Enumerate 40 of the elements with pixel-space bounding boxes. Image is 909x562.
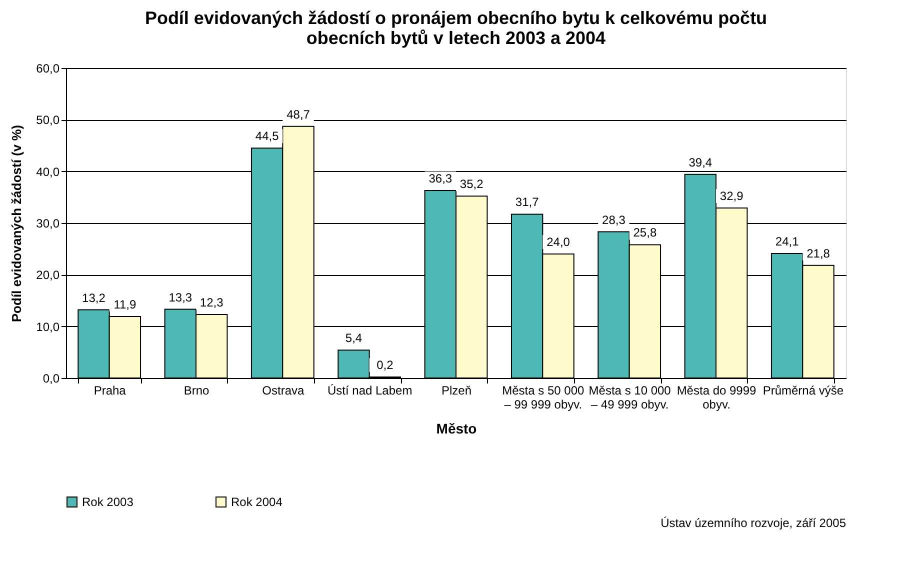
legend-label: Rok 2003 [82, 495, 134, 509]
data-label: 31,7 [515, 195, 540, 210]
y-tick-label: 60,0 [36, 62, 60, 76]
data-label: 48,7 [286, 107, 310, 122]
data-label: 24,0 [546, 235, 570, 249]
x-tick-label: Praha [94, 384, 126, 398]
chart-title: Podíl evidovaných žádostí o pronájem obecního bytu k celkovému počtu obecních bytů v letech 2003 a 2004 [144, 8, 768, 48]
x-tick-label: Průměrná výše [762, 384, 844, 398]
data-label: 13,2 [82, 290, 106, 305]
x-tick-label: Města do 9999 obyv. [676, 384, 757, 412]
x-axis-title: Město [436, 420, 477, 436]
x-tick-label: Ostrava [262, 384, 304, 398]
data-label: 25,8 [633, 226, 657, 240]
data-label: 21,8 [806, 246, 830, 260]
x-tick-label: Plzeň [441, 384, 472, 398]
x-tick-label: Brno [184, 384, 210, 398]
x-tick-label: Města s 50 000 – 99 999 obyv. [502, 384, 585, 412]
data-label: 32,9 [720, 189, 744, 204]
data-label: 13,3 [168, 290, 192, 304]
y-tick-label: 0,0 [42, 372, 60, 386]
y-tick-label: 30,0 [36, 216, 60, 230]
data-label: 24,1 [775, 234, 800, 248]
y-tick-label: 10,0 [36, 320, 60, 334]
y-tick-label: 20,0 [36, 268, 60, 282]
data-label: 36,3 [428, 171, 452, 186]
y-tick-label: 50,0 [36, 113, 60, 128]
data-label: 39,4 [688, 155, 712, 170]
data-label: 44,5 [255, 129, 280, 144]
x-tick-label: Města s 10 000 – 49 999 obyv. [588, 384, 672, 412]
y-tick-label: 40,0 [36, 164, 60, 179]
data-label: 5,4 [345, 331, 362, 346]
data-label: 35,2 [460, 177, 484, 192]
x-tick-label: Ústí nad Labem [327, 384, 412, 398]
data-label: 0,2 [376, 358, 394, 372]
text: Ústav územního rozvoje, září 2005 [660, 516, 846, 530]
y-axis-title: Podíl evidovaných žádostí (v %) [9, 124, 24, 322]
legend-label: Rok 2004 [231, 495, 283, 509]
data-label: 12,3 [200, 295, 224, 310]
data-label: 28,3 [602, 212, 626, 227]
data-label: 11,9 [114, 298, 136, 312]
